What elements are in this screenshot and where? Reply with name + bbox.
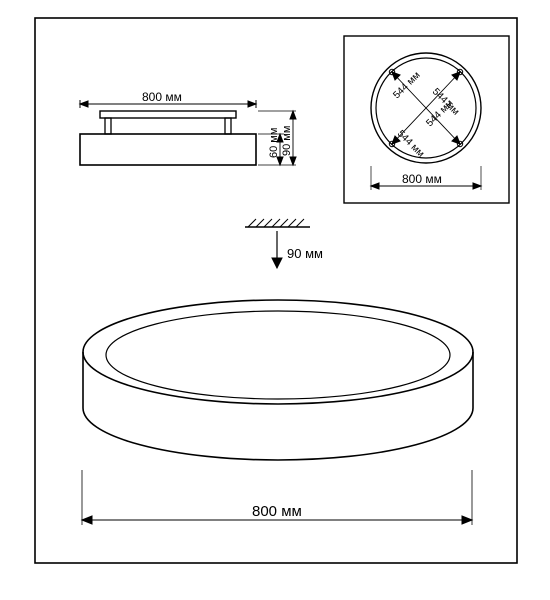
side-h60-label: 60 мм: [268, 128, 280, 158]
top-view-panel: 544 мм 544 мм 544 мм 544 мм 800 мм: [344, 36, 509, 203]
drawing-svg: 800 мм 90 мм 60 мм: [0, 0, 550, 600]
bottom-width-label: 800 мм: [252, 503, 302, 520]
side-view: 800 мм 90 мм 60 мм: [80, 90, 296, 165]
technical-drawing-page: 800 мм 90 мм 60 мм: [0, 0, 550, 600]
drop-label: 90 мм: [287, 246, 323, 261]
bottom-dim: 800 мм: [82, 470, 472, 525]
side-top-width-label: 800 мм: [142, 90, 182, 104]
iso-view: [83, 300, 473, 460]
panel-bottom-width-label: 800 мм: [402, 172, 442, 186]
ceiling-drop: 90 мм: [245, 219, 323, 268]
